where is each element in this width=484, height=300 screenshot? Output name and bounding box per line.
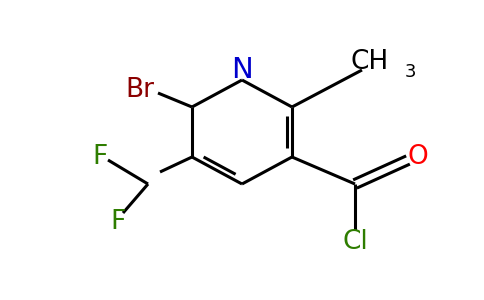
Text: CH: CH <box>351 49 389 75</box>
Text: N: N <box>231 56 253 84</box>
Text: O: O <box>408 144 428 170</box>
Text: 3: 3 <box>404 63 416 81</box>
Text: F: F <box>92 144 107 170</box>
Text: F: F <box>110 209 126 235</box>
Text: Br: Br <box>125 77 154 103</box>
Text: Cl: Cl <box>342 229 368 255</box>
